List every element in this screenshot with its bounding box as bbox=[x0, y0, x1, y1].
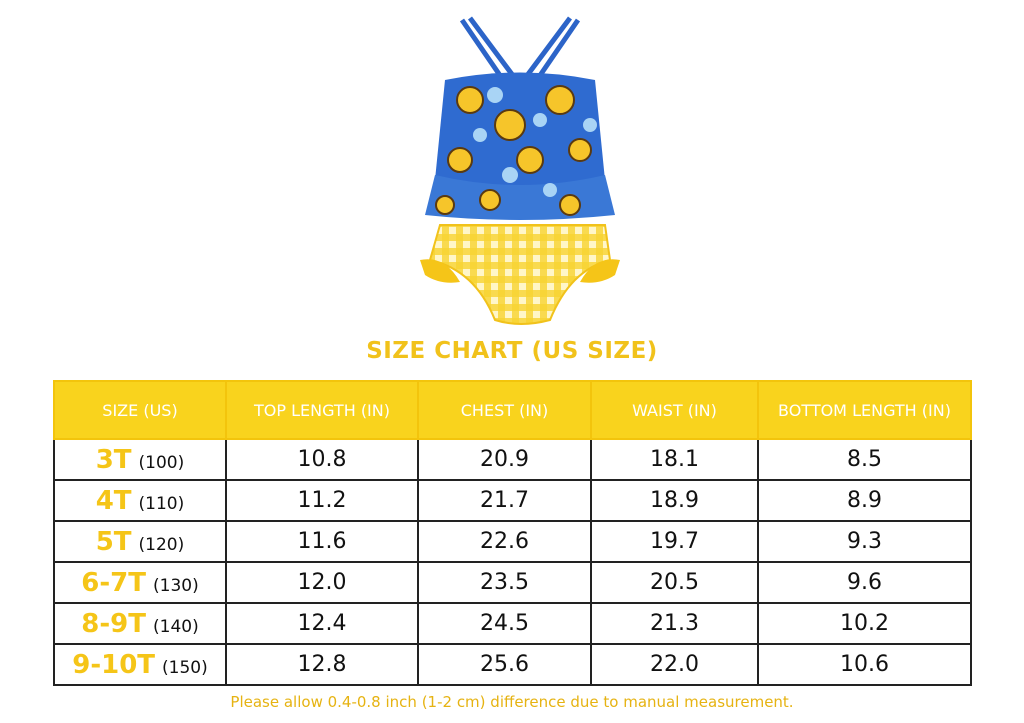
value-cell: 10.6 bbox=[757, 643, 972, 686]
value-cell: 10.2 bbox=[757, 602, 972, 645]
value-cell: 19.7 bbox=[590, 520, 759, 563]
value-cell: 23.5 bbox=[417, 561, 592, 604]
size-cell: 3T (100) bbox=[53, 438, 227, 481]
value-cell: 20.5 bbox=[590, 561, 759, 604]
value-cell: 12.0 bbox=[225, 561, 419, 604]
size-label: 3T bbox=[95, 444, 132, 475]
table-row: 4T (110) 11.2 21.7 18.9 8.9 bbox=[53, 479, 972, 522]
size-cm: (140) bbox=[153, 616, 199, 637]
size-cm: (120) bbox=[138, 534, 185, 555]
size-cell: 6-7T (130) bbox=[53, 561, 227, 604]
value-cell: 21.7 bbox=[417, 479, 592, 522]
value-cell: 21.3 bbox=[590, 602, 759, 645]
header-cell: WAIST (IN) bbox=[590, 380, 759, 440]
size-cm: (130) bbox=[153, 575, 199, 596]
size-cell: 9-10T (150) bbox=[53, 643, 227, 686]
value-cell: 10.8 bbox=[225, 438, 419, 481]
size-label: 4T bbox=[95, 485, 132, 516]
table-row: 8-9T (140) 12.4 24.5 21.3 10.2 bbox=[53, 602, 972, 645]
header-row: SIZE (US) TOP LENGTH (IN) CHEST (IN) WAIST … bbox=[53, 380, 972, 440]
size-cell: 5T (120) bbox=[53, 520, 227, 563]
header-cell: CHEST (IN) bbox=[417, 380, 592, 440]
value-cell: 18.9 bbox=[590, 479, 759, 522]
table-body: 3T (100) 10.8 20.9 18.1 8.5 4T (110) 11.2 21.7 1… bbox=[53, 438, 972, 686]
value-cell: 20.9 bbox=[417, 438, 592, 481]
size-label: 5T bbox=[95, 526, 132, 557]
size-cm: (100) bbox=[138, 452, 185, 473]
value-cell: 12.4 bbox=[225, 602, 419, 645]
size-cell: 8-9T (140) bbox=[53, 602, 227, 645]
value-cell: 22.6 bbox=[417, 520, 592, 563]
value-cell: 8.5 bbox=[757, 438, 972, 481]
value-cell: 12.8 bbox=[225, 643, 419, 686]
header-cell: TOP LENGTH (IN) bbox=[225, 380, 419, 440]
value-cell: 9.6 bbox=[757, 561, 972, 604]
note: Please allow 0.4-0.8 inch (1-2 cm) diffe… bbox=[230, 693, 794, 711]
size-cell: 4T (110) bbox=[53, 479, 227, 522]
table-row: 3T (100) 10.8 20.9 18.1 8.5 bbox=[53, 438, 972, 481]
table-row: 9-10T (150) 12.8 25.6 22.0 10.6 bbox=[53, 643, 972, 686]
size-label: 8-9T bbox=[81, 608, 146, 639]
value-cell: 8.9 bbox=[757, 479, 972, 522]
size-cm: (150) bbox=[162, 657, 208, 678]
size-cm: (110) bbox=[138, 493, 185, 514]
table-row: 5T (120) 11.6 22.6 19.7 9.3 bbox=[53, 520, 972, 563]
swimsuit-image bbox=[420, 16, 620, 325]
size-label: 9-10T bbox=[72, 649, 156, 680]
size-label: 6-7T bbox=[81, 567, 146, 598]
header-cell: BOTTOM LENGTH (IN) bbox=[757, 380, 972, 440]
value-cell: 11.6 bbox=[225, 520, 419, 563]
value-cell: 24.5 bbox=[417, 602, 592, 645]
value-cell: 22.0 bbox=[590, 643, 759, 686]
value-cell: 9.3 bbox=[757, 520, 972, 563]
header-cell: SIZE (US) bbox=[53, 380, 227, 440]
value-cell: 25.6 bbox=[417, 643, 592, 686]
value-cell: 18.1 bbox=[590, 438, 759, 481]
value-cell: 11.2 bbox=[225, 479, 419, 522]
table-row: 6-7T (130) 12.0 23.5 20.5 9.6 bbox=[53, 561, 972, 604]
size-table: SIZE (US) TOP LENGTH (IN) CHEST (IN) WAIST … bbox=[53, 380, 972, 686]
title: SIZE CHART (US SIZE) bbox=[366, 338, 658, 364]
